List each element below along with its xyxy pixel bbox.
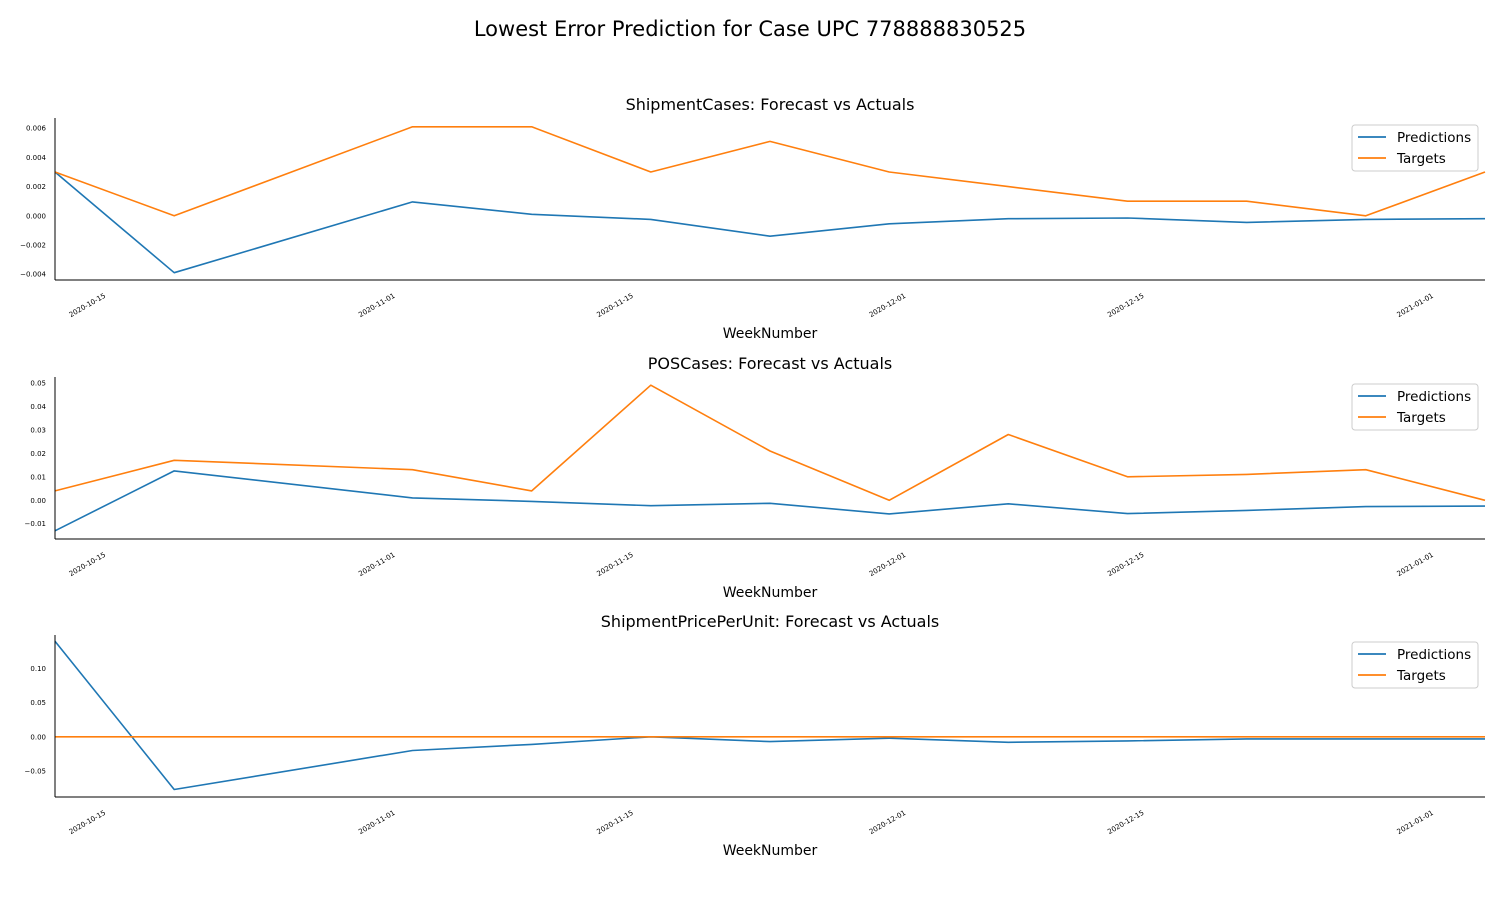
y-tick-label: 0.02 bbox=[30, 450, 46, 458]
legend: Predictions Targets bbox=[1351, 124, 1479, 172]
legend-label-predictions: Predictions bbox=[1397, 130, 1471, 146]
legend-label-targets: Targets bbox=[1396, 410, 1446, 426]
y-tick-label: 0.10 bbox=[30, 665, 46, 673]
x-tick-label: 2021-01-01 bbox=[1396, 809, 1435, 836]
legend-label-predictions: Predictions bbox=[1397, 389, 1471, 405]
legend: Predictions Targets bbox=[1351, 641, 1479, 689]
x-tick-label: 2021-01-01 bbox=[1396, 551, 1435, 578]
series-line-predictions bbox=[54, 470, 1486, 532]
x-tick-label: 2020-10-15 bbox=[68, 292, 107, 319]
legend-label-targets: Targets bbox=[1396, 668, 1446, 684]
x-tick-label: 2020-11-15 bbox=[596, 292, 635, 319]
legend-label-targets: Targets bbox=[1396, 151, 1446, 167]
x-axis-label: WeekNumber bbox=[723, 326, 818, 342]
y-tick-label: 0.04 bbox=[30, 403, 46, 411]
x-axis-label: WeekNumber bbox=[723, 585, 818, 601]
x-tick-label: 2020-10-15 bbox=[68, 551, 107, 578]
series-line-predictions bbox=[54, 171, 1486, 274]
y-tick-label: 0.006 bbox=[26, 125, 47, 133]
x-tick-label: 2020-11-01 bbox=[357, 551, 396, 578]
series-line-targets bbox=[54, 126, 1486, 217]
y-tick-label: 0.00 bbox=[30, 497, 46, 505]
x-tick-label: 2020-11-15 bbox=[596, 809, 635, 836]
figure-title: Lowest Error Prediction for Case UPC 778… bbox=[474, 17, 1026, 41]
series-line-predictions bbox=[54, 640, 1485, 791]
legend-label-predictions: Predictions bbox=[1397, 647, 1471, 663]
x-axis-label: WeekNumber bbox=[723, 843, 818, 859]
subplot-1: ShipmentCases: Forecast vs Actuals WeekNu… bbox=[20, 95, 1486, 342]
subplot-2: POSCases: Forecast vs Actuals WeekNumber −… bbox=[25, 354, 1486, 601]
x-tick-label: 2020-10-15 bbox=[68, 809, 107, 836]
y-tick-label: 0.01 bbox=[30, 473, 46, 481]
x-tick-label: 2020-11-01 bbox=[357, 809, 396, 836]
x-tick-label: 2020-12-01 bbox=[868, 809, 907, 836]
y-tick-label: −0.002 bbox=[20, 241, 46, 249]
x-tick-label: 2020-11-15 bbox=[596, 551, 635, 578]
x-tick-label: 2020-12-01 bbox=[868, 292, 907, 319]
y-tick-label: −0.01 bbox=[25, 520, 46, 528]
x-tick-label: 2020-12-01 bbox=[868, 551, 907, 578]
y-tick-label: 0.00 bbox=[30, 733, 46, 741]
x-tick-label: 2020-12-15 bbox=[1106, 809, 1145, 836]
subplot-title: ShipmentCases: Forecast vs Actuals bbox=[626, 95, 915, 114]
y-tick-label: 0.000 bbox=[26, 212, 46, 220]
x-tick-label: 2021-01-01 bbox=[1396, 292, 1435, 319]
series-line-targets bbox=[54, 384, 1486, 502]
x-tick-label: 2020-12-15 bbox=[1106, 551, 1145, 578]
legend: Predictions Targets bbox=[1351, 383, 1479, 431]
y-tick-label: −0.004 bbox=[20, 271, 46, 279]
y-tick-label: 0.002 bbox=[26, 183, 46, 191]
x-tick-label: 2020-12-15 bbox=[1106, 292, 1145, 319]
x-tick-label: 2020-11-01 bbox=[357, 292, 396, 319]
y-tick-label: 0.05 bbox=[30, 379, 46, 387]
subplot-title: POSCases: Forecast vs Actuals bbox=[648, 354, 893, 373]
y-tick-label: 0.004 bbox=[26, 154, 47, 162]
subplot-title: ShipmentPricePerUnit: Forecast vs Actual… bbox=[601, 612, 939, 631]
y-tick-label: 0.05 bbox=[30, 699, 46, 707]
y-tick-label: −0.05 bbox=[25, 768, 46, 776]
subplot-3: ShipmentPricePerUnit: Forecast vs Actual… bbox=[25, 612, 1485, 859]
y-tick-label: 0.03 bbox=[30, 426, 46, 434]
